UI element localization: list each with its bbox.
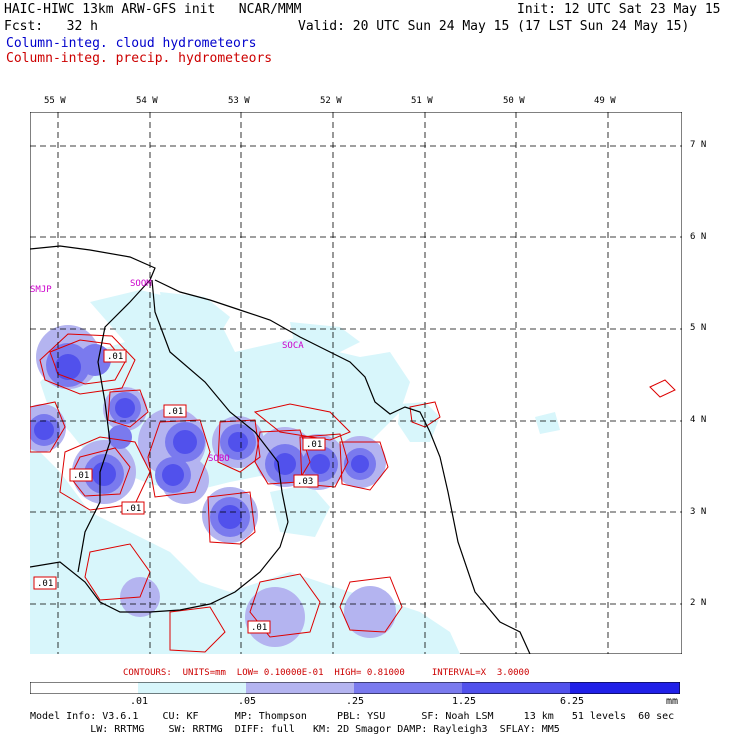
lon-label-50w: 50 W [503, 96, 525, 106]
colorbar-bin-2 [246, 682, 354, 694]
colorbar-tick-1: .01 [130, 696, 149, 707]
title-left: HAIC-HIWC 13km ARW-GFS init NCAR/MMM [4, 2, 302, 17]
contour-label-7: .01 [37, 579, 53, 589]
cloud-legend-title: Column-integ. cloud hydrometeors [6, 36, 257, 51]
forecast-hour: Fcst: 32 h [4, 19, 98, 34]
place-label-soom: SOOM [130, 279, 152, 289]
colorbar-tick-5: 6.25 [560, 696, 585, 707]
colorbar-tick-4: 1.25 [452, 696, 477, 707]
lon-label-51w: 51 W [411, 96, 433, 106]
lon-label-49w: 49 W [594, 96, 616, 106]
colorbar [30, 682, 680, 694]
contour-label-1: .01 [107, 352, 123, 362]
lon-label-55w: 55 W [44, 96, 66, 106]
contour-info: CONTOURS: UNITS=mm LOW= 0.10000E-01 HIGH… [123, 668, 530, 678]
contour-label-4: .01 [73, 471, 89, 481]
colorbar-bin-5 [570, 682, 680, 694]
coastline [30, 245, 531, 654]
contour-label-2: .01 [167, 407, 183, 417]
lat-label-6n: 6 N [690, 232, 707, 242]
place-label-soca: SOCA [282, 341, 304, 351]
init-time: Init: 12 UTC Sat 23 May 15 [517, 2, 721, 17]
model-info-line2: LW: RRTMG SW: RRTMG DIFF: full KM: 2D Sm… [30, 724, 560, 735]
model-info-line1: Model Info: V3.6.1 CU: KF MP: Thompson P… [30, 711, 675, 722]
place-label-smjp: SMJP [30, 285, 52, 295]
lon-label-53w: 53 W [228, 96, 250, 106]
colorbar-bin-4 [462, 682, 570, 694]
colorbar-tick-2: .05 [238, 696, 257, 707]
lon-label-52w: 52 W [320, 96, 342, 106]
lat-label-4n: 4 N [690, 415, 707, 425]
colorbar-bin-0 [30, 682, 138, 694]
lat-label-7n: 7 N [690, 140, 707, 150]
colorbar-unit: mm [666, 696, 679, 707]
lat-label-2n: 2 N [690, 598, 707, 608]
contour-label-8: .01 [251, 623, 267, 633]
lat-label-5n: 5 N [690, 323, 707, 333]
colorbar-tick-3: .25 [346, 696, 365, 707]
lat-label-3n: 3 N [690, 507, 707, 517]
contour-label-5: .01 [125, 504, 141, 514]
lon-label-54w: 54 W [136, 96, 158, 106]
map-panel: SMJP SOOM SOCA SOBO .01 .01 .01 .01 .01 … [30, 112, 682, 654]
place-label-sobo: SOBO [208, 454, 230, 464]
valid-time: Valid: 20 UTC Sun 24 May 15 (17 LST Sun … [298, 19, 690, 34]
lat-lon-grid [30, 112, 682, 654]
colorbar-bin-3 [354, 682, 462, 694]
contour-label-6: .03 [297, 477, 313, 487]
colorbar-bin-1 [138, 682, 246, 694]
contour-label-3: .01 [306, 440, 322, 450]
precip-legend-title: Column-integ. precip. hydrometeors [6, 51, 273, 66]
